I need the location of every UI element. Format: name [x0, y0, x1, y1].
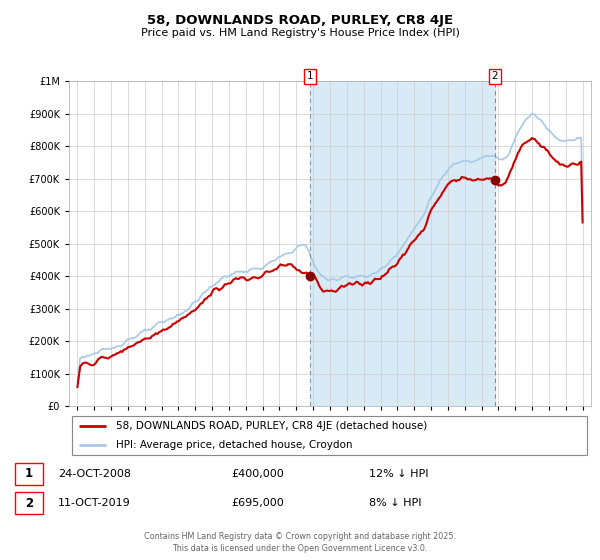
Text: Contains HM Land Registry data © Crown copyright and database right 2025.
This d: Contains HM Land Registry data © Crown c… [144, 533, 456, 553]
Text: 12% ↓ HPI: 12% ↓ HPI [369, 469, 428, 479]
Text: £400,000: £400,000 [231, 469, 284, 479]
Text: 1: 1 [25, 468, 33, 480]
Text: 8% ↓ HPI: 8% ↓ HPI [369, 498, 422, 508]
FancyBboxPatch shape [15, 492, 43, 514]
Text: 58, DOWNLANDS ROAD, PURLEY, CR8 4JE (detached house): 58, DOWNLANDS ROAD, PURLEY, CR8 4JE (det… [116, 421, 427, 431]
FancyBboxPatch shape [71, 416, 587, 455]
Bar [310, 81, 495, 406]
Text: 11-OCT-2019: 11-OCT-2019 [58, 498, 131, 508]
Text: Price paid vs. HM Land Registry's House Price Index (HPI): Price paid vs. HM Land Registry's House … [140, 28, 460, 38]
Text: 2: 2 [25, 497, 33, 510]
Text: £695,000: £695,000 [231, 498, 284, 508]
Text: 24-OCT-2008: 24-OCT-2008 [58, 469, 131, 479]
Text: 58, DOWNLANDS ROAD, PURLEY, CR8 4JE: 58, DOWNLANDS ROAD, PURLEY, CR8 4JE [147, 14, 453, 27]
Text: 1: 1 [307, 71, 313, 81]
Text: 2: 2 [491, 71, 498, 81]
FancyBboxPatch shape [15, 463, 43, 485]
Text: HPI: Average price, detached house, Croydon: HPI: Average price, detached house, Croy… [116, 440, 352, 450]
